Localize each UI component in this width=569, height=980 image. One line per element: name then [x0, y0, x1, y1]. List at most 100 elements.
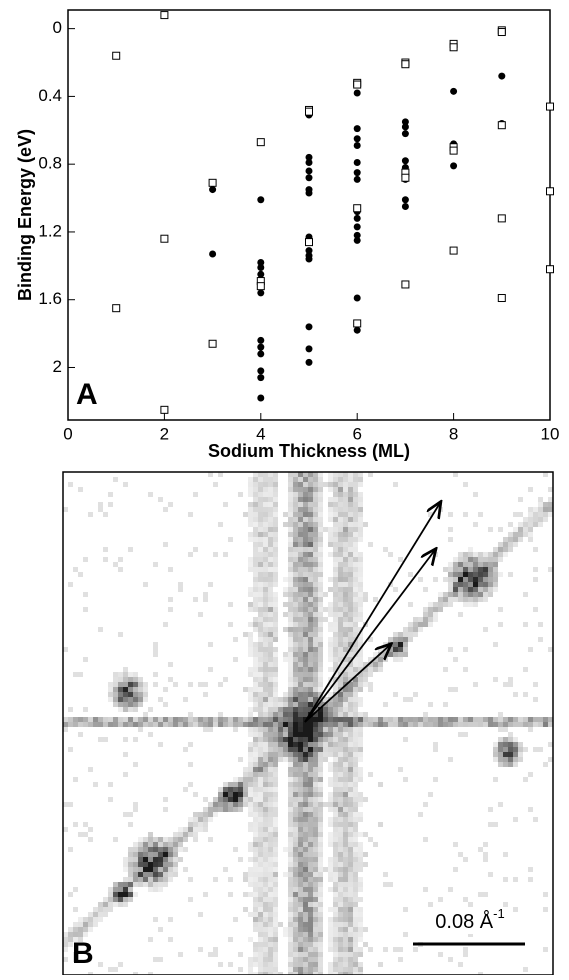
image-pixel	[288, 742, 293, 747]
image-pixel	[353, 797, 358, 802]
image-pixel	[378, 822, 383, 827]
image-pixel	[353, 957, 358, 962]
image-pixel	[263, 917, 268, 922]
image-pixel	[333, 947, 338, 952]
image-pixel	[493, 547, 498, 552]
image-pixel	[318, 537, 323, 542]
image-pixel	[258, 772, 263, 777]
image-pixel	[273, 882, 278, 887]
image-pixel	[193, 492, 198, 497]
image-pixel	[498, 607, 503, 612]
image-pixel	[288, 787, 293, 792]
image-pixel	[348, 602, 353, 607]
image-pixel	[313, 777, 318, 782]
image-pixel	[318, 942, 323, 947]
image-pixel	[288, 772, 293, 777]
image-pixel	[268, 752, 273, 757]
image-pixel	[108, 907, 113, 912]
image-pixel	[128, 847, 133, 852]
image-pixel	[503, 757, 508, 762]
image-pixel	[323, 732, 328, 737]
image-pixel	[463, 557, 468, 562]
image-pixel	[328, 477, 333, 482]
image-pixel	[253, 817, 258, 822]
image-pixel	[288, 487, 293, 492]
image-pixel	[268, 507, 273, 512]
image-pixel	[293, 892, 298, 897]
image-pixel	[293, 622, 298, 627]
image-pixel	[263, 612, 268, 617]
image-pixel	[303, 962, 308, 967]
image-pixel	[258, 682, 263, 687]
image-pixel	[273, 487, 278, 492]
image-pixel	[353, 832, 358, 837]
image-pixel	[338, 492, 343, 497]
image-pixel	[288, 767, 293, 772]
image-pixel	[73, 927, 78, 932]
image-pixel	[348, 912, 353, 917]
image-pixel	[308, 797, 313, 802]
image-pixel	[108, 687, 113, 692]
image-pixel	[508, 757, 513, 762]
image-pixel	[353, 697, 358, 702]
image-pixel	[73, 887, 78, 892]
image-pixel	[318, 937, 323, 942]
image-pixel	[333, 772, 338, 777]
image-pixel	[298, 782, 303, 787]
image-pixel	[78, 717, 83, 722]
image-pixel	[233, 717, 238, 722]
image-pixel	[83, 557, 88, 562]
image-pixel	[68, 747, 73, 752]
image-pixel	[113, 702, 118, 707]
image-pixel	[358, 557, 363, 562]
image-pixel	[333, 777, 338, 782]
image-pixel	[173, 717, 178, 722]
image-pixel	[313, 572, 318, 577]
image-pixel	[398, 647, 403, 652]
image-pixel	[253, 762, 258, 767]
image-pixel	[298, 772, 303, 777]
image-pixel	[118, 687, 123, 692]
image-pixel	[128, 677, 133, 682]
image-pixel	[253, 892, 258, 897]
image-pixel	[268, 722, 273, 727]
image-pixel	[468, 717, 473, 722]
image-pixel	[293, 607, 298, 612]
image-pixel	[163, 507, 168, 512]
image-pixel	[328, 647, 333, 652]
image-pixel	[318, 832, 323, 837]
image-pixel	[358, 482, 363, 487]
image-pixel	[248, 967, 253, 972]
image-pixel	[213, 877, 218, 882]
image-pixel	[163, 542, 168, 547]
image-pixel	[253, 642, 258, 647]
image-pixel	[78, 832, 83, 837]
image-pixel	[233, 722, 238, 727]
image-pixel	[353, 787, 358, 792]
image-pixel	[303, 902, 308, 907]
image-pixel	[313, 727, 318, 732]
image-pixel	[373, 717, 378, 722]
image-pixel	[288, 942, 293, 947]
image-pixel	[263, 842, 268, 847]
image-pixel	[318, 602, 323, 607]
image-pixel	[258, 487, 263, 492]
image-pixel	[288, 672, 293, 677]
image-pixel	[353, 927, 358, 932]
image-pixel	[288, 802, 293, 807]
image-pixel	[258, 662, 263, 667]
image-pixel	[333, 522, 338, 527]
image-pixel	[278, 757, 283, 762]
image-pixel	[408, 722, 413, 727]
image-pixel	[103, 912, 108, 917]
image-pixel	[298, 487, 303, 492]
image-pixel	[348, 597, 353, 602]
image-pixel	[358, 747, 363, 752]
point	[354, 223, 361, 230]
image-pixel	[463, 722, 468, 727]
image-pixel	[228, 802, 233, 807]
image-pixel	[353, 922, 358, 927]
image-pixel	[303, 582, 308, 587]
image-pixel	[328, 867, 333, 872]
image-pixel	[333, 497, 338, 502]
